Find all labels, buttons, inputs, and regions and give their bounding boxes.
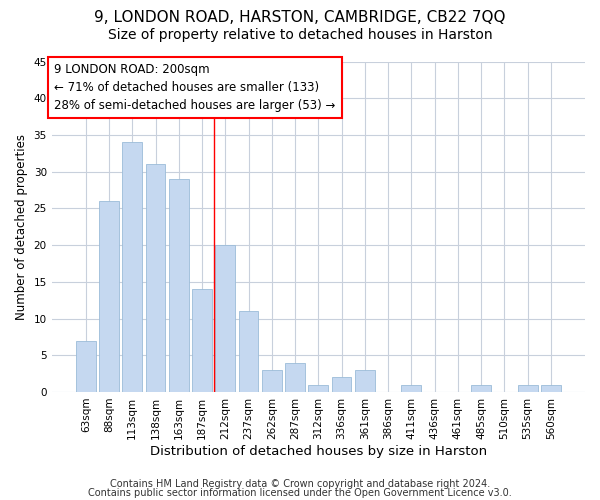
Bar [355, 370, 375, 392]
Bar [471, 384, 491, 392]
Bar [146, 164, 166, 392]
Bar [192, 289, 212, 392]
Text: 9 LONDON ROAD: 200sqm
← 71% of detached houses are smaller (133)
28% of semi-det: 9 LONDON ROAD: 200sqm ← 71% of detached … [55, 63, 336, 112]
Bar [262, 370, 282, 392]
Bar [541, 384, 561, 392]
Text: Contains public sector information licensed under the Open Government Licence v3: Contains public sector information licen… [88, 488, 512, 498]
Bar [308, 384, 328, 392]
Bar [122, 142, 142, 392]
Bar [169, 179, 188, 392]
Text: Contains HM Land Registry data © Crown copyright and database right 2024.: Contains HM Land Registry data © Crown c… [110, 479, 490, 489]
Bar [76, 340, 95, 392]
Bar [285, 362, 305, 392]
Text: 9, LONDON ROAD, HARSTON, CAMBRIDGE, CB22 7QQ: 9, LONDON ROAD, HARSTON, CAMBRIDGE, CB22… [94, 10, 506, 25]
Bar [99, 201, 119, 392]
Bar [239, 311, 259, 392]
Bar [215, 245, 235, 392]
Bar [518, 384, 538, 392]
Bar [401, 384, 421, 392]
Y-axis label: Number of detached properties: Number of detached properties [15, 134, 28, 320]
Text: Size of property relative to detached houses in Harston: Size of property relative to detached ho… [107, 28, 493, 42]
Bar [332, 378, 352, 392]
X-axis label: Distribution of detached houses by size in Harston: Distribution of detached houses by size … [150, 444, 487, 458]
